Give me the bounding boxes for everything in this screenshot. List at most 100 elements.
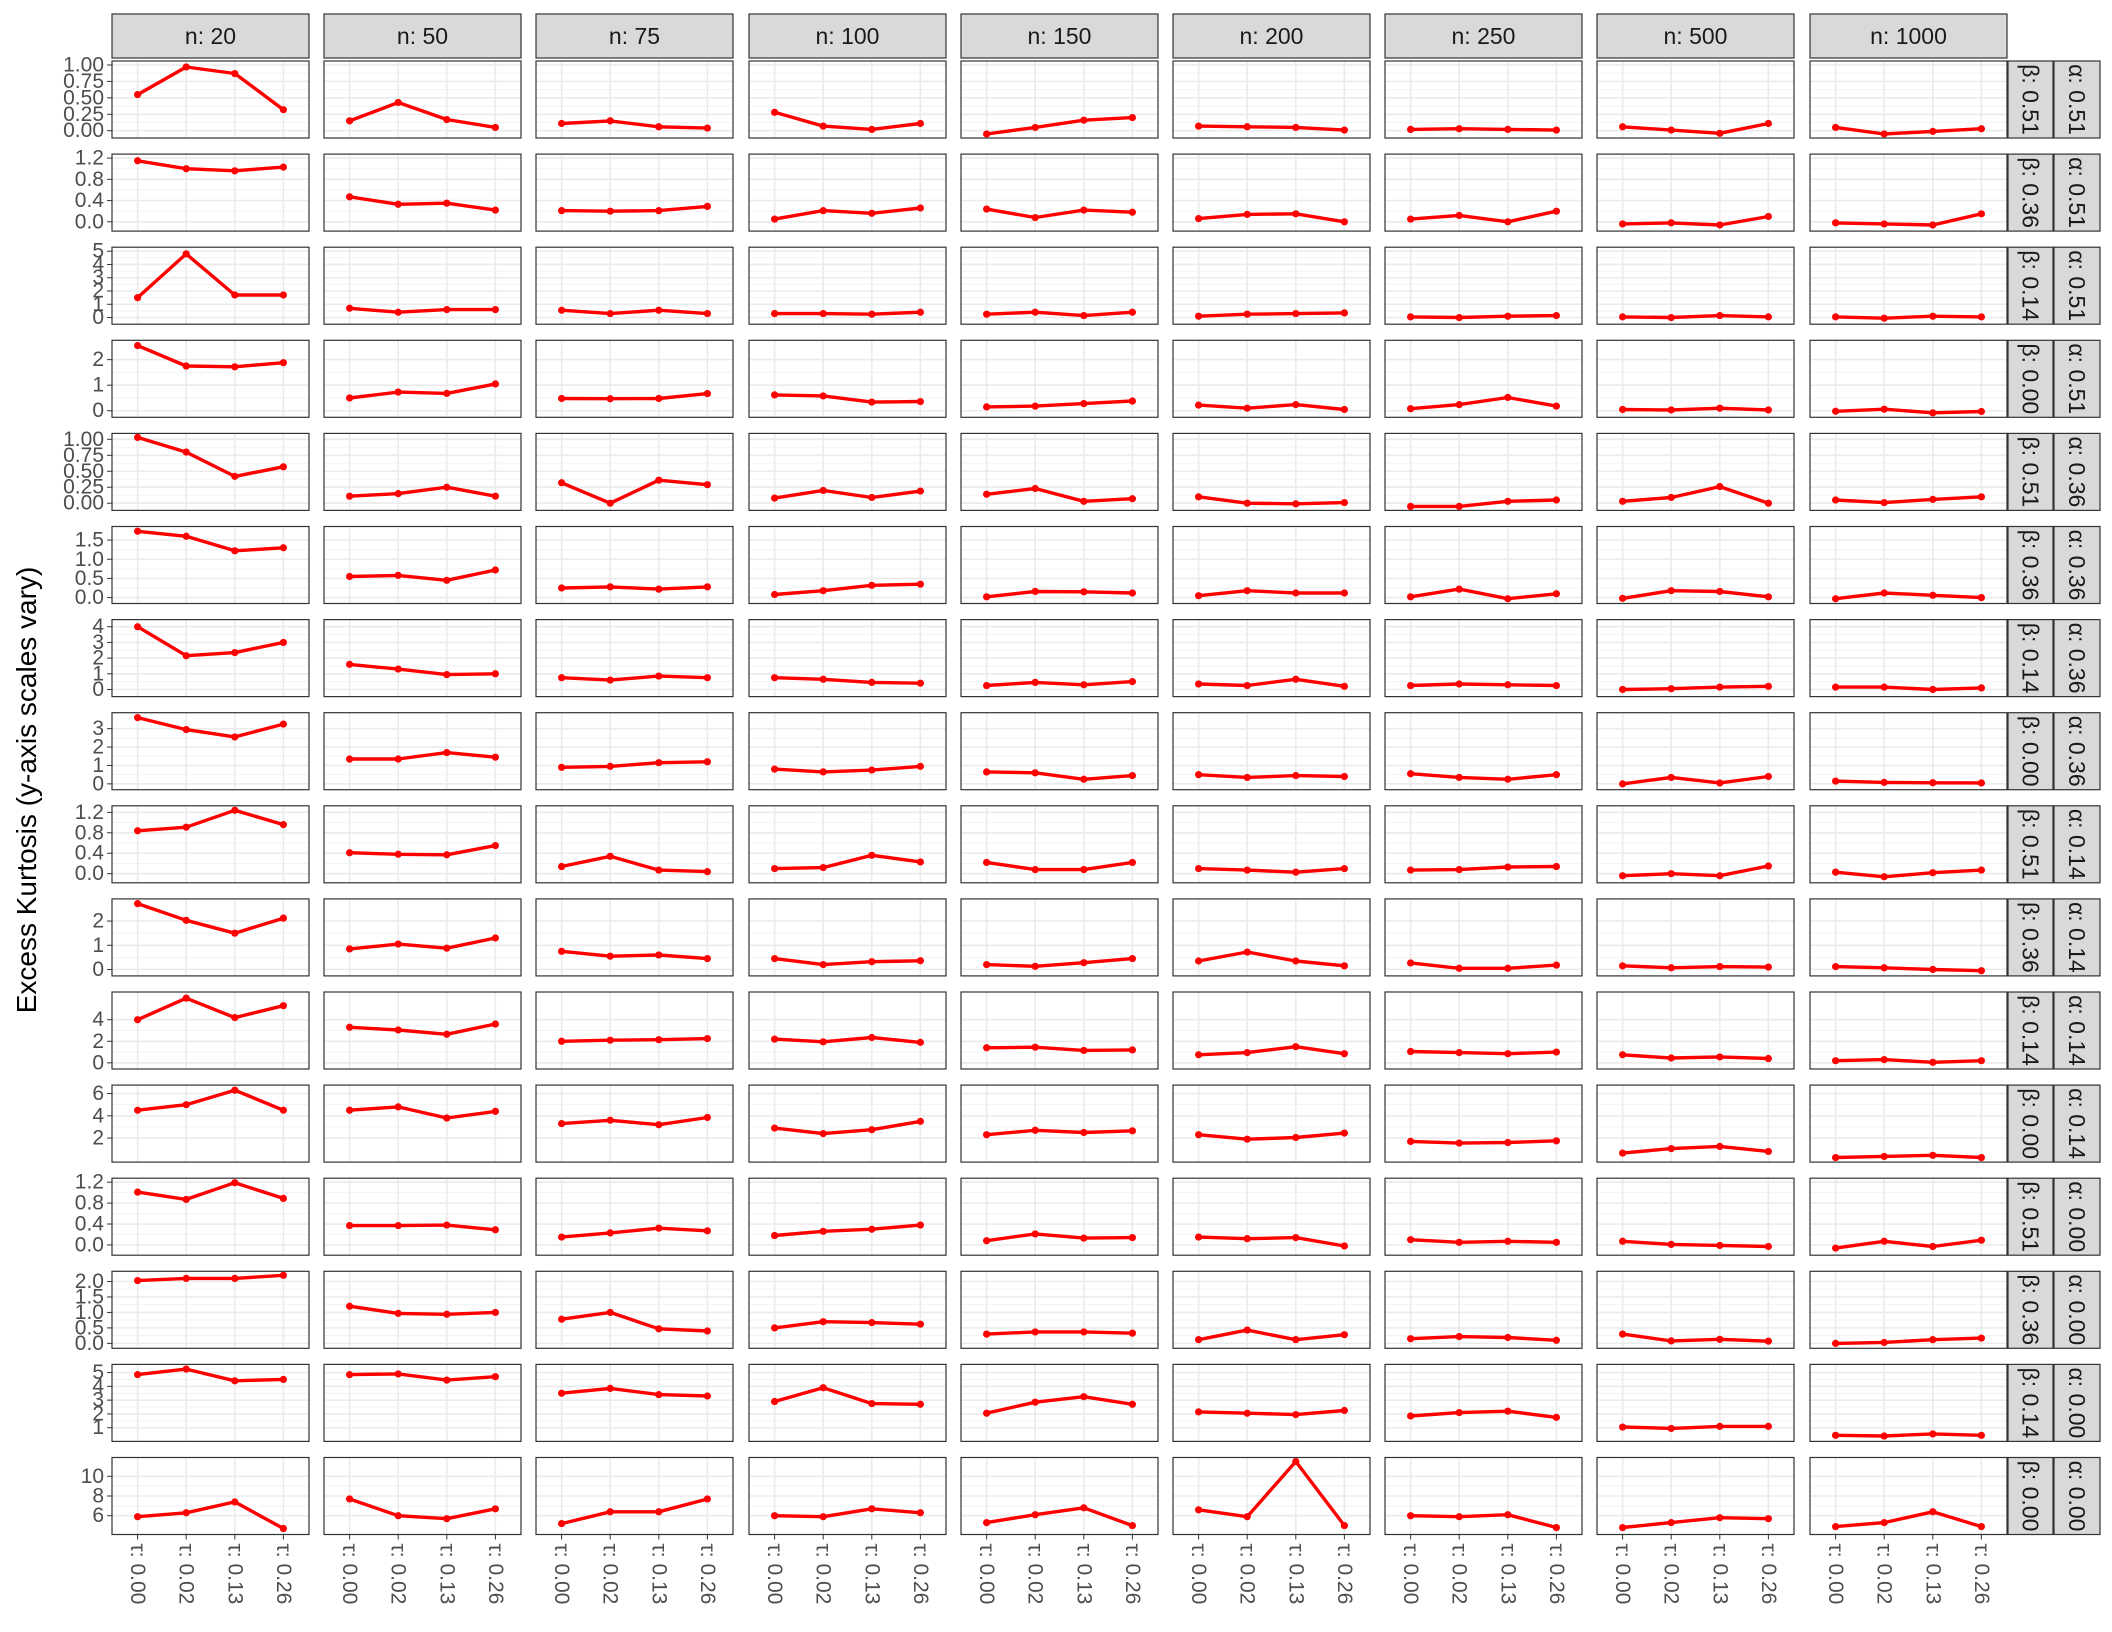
- panel-background: [1597, 805, 1794, 883]
- data-point: [819, 1038, 827, 1046]
- data-point: [1504, 1407, 1512, 1415]
- panel-border: [1172, 525, 1371, 605]
- panel-background: [749, 805, 946, 883]
- series-line: [1835, 964, 1982, 973]
- data-point: [1977, 1334, 1985, 1342]
- data-point: [771, 1324, 779, 1332]
- series-line: [774, 1507, 921, 1519]
- data-point: [1552, 311, 1560, 320]
- row-strip-alpha: [2053, 1270, 2101, 1349]
- data-point: [1128, 1234, 1136, 1242]
- data-point: [182, 63, 190, 71]
- data-point: [1619, 594, 1627, 602]
- data-point: [1619, 1330, 1627, 1338]
- panel-background: [112, 1364, 309, 1442]
- series-line: [1835, 1153, 1982, 1160]
- data-point: [868, 1126, 876, 1134]
- data-point: [558, 1233, 566, 1241]
- data-point: [1504, 775, 1512, 783]
- y-tick-label: 1.0: [75, 548, 104, 571]
- data-point: [916, 204, 924, 212]
- panel-border: [1384, 898, 1583, 977]
- data-point: [558, 763, 566, 771]
- series-line: [1622, 1144, 1769, 1155]
- row-strip-alpha: [2053, 246, 2101, 325]
- facet-panel: [323, 1363, 522, 1443]
- data-point: [558, 394, 566, 403]
- data-point: [1977, 1153, 1985, 1162]
- panel-border: [1809, 1177, 2008, 1256]
- series-line: [561, 1036, 708, 1043]
- row-strip-alpha: [2053, 1456, 2101, 1536]
- facet-panel: [748, 712, 947, 791]
- x-tick-label: τ: 0.26: [1333, 1544, 1356, 1605]
- data-point: [1764, 593, 1772, 601]
- facet-panel: [535, 1363, 734, 1443]
- data-point: [1195, 312, 1203, 320]
- y-tick-label: 0.5: [75, 567, 104, 590]
- facet-panel: [1809, 1456, 2008, 1536]
- facet-panel: [960, 246, 1159, 325]
- y-tick-label: 0.8: [75, 1192, 104, 1215]
- series-line: [561, 1310, 708, 1333]
- x-tick-label: τ: 0.02: [1448, 1544, 1471, 1605]
- data-point: [983, 1237, 991, 1245]
- data-point: [1880, 1432, 1888, 1440]
- panel-border: [111, 712, 310, 791]
- panel-background: [1385, 247, 1582, 325]
- panel-border: [1809, 432, 2008, 511]
- facet-panel: [111, 246, 310, 325]
- row-strip-beta: [2007, 246, 2054, 325]
- data-point: [1340, 772, 1348, 781]
- data-point: [1031, 1398, 1039, 1406]
- data-point: [1195, 1233, 1203, 1241]
- series-line: [137, 1088, 285, 1112]
- data-point: [1243, 948, 1251, 956]
- series-line: [349, 1304, 496, 1317]
- data-point: [1929, 1430, 1937, 1438]
- data-point: [346, 945, 354, 953]
- data-point: [1832, 962, 1840, 971]
- data-point: [771, 108, 779, 116]
- panel-border: [535, 1363, 734, 1443]
- data-point: [1880, 1338, 1888, 1347]
- row-strip-beta-label: β: 0.51: [2018, 809, 2044, 880]
- series-line: [349, 843, 496, 857]
- data-point: [819, 207, 827, 215]
- row-strip-beta-label: β: 0.51: [2018, 64, 2044, 135]
- data-point: [1243, 1135, 1251, 1143]
- data-point: [1977, 1431, 1985, 1439]
- data-point: [1552, 1238, 1560, 1246]
- series-line: [774, 1119, 921, 1136]
- panel-border: [1596, 339, 1795, 418]
- panel-border: [748, 1270, 947, 1349]
- panel-background: [536, 1178, 733, 1256]
- series-line: [986, 1045, 1133, 1053]
- data-point: [983, 205, 991, 213]
- data-point: [346, 849, 354, 857]
- data-point: [868, 125, 876, 133]
- data-point: [1880, 498, 1888, 507]
- data-point: [1667, 1145, 1675, 1153]
- series-line: [137, 529, 284, 553]
- facet-panel: [1596, 805, 1795, 884]
- y-tick-label: 1.0: [75, 1301, 104, 1324]
- data-point: [1880, 1056, 1888, 1064]
- data-point: [655, 1224, 663, 1232]
- row-strip-beta: [2007, 712, 2054, 791]
- facet-panel: [748, 1363, 947, 1443]
- series-line: [348, 100, 496, 130]
- series-line: [1410, 682, 1557, 688]
- data-point: [1832, 407, 1840, 415]
- x-tick-label: τ: 0.26: [1121, 1544, 1144, 1605]
- data-point: [1619, 497, 1627, 505]
- series-line: [561, 119, 708, 130]
- series-line: [1410, 126, 1557, 132]
- y-tick-label: 0.5: [75, 1316, 104, 1339]
- x-tick-label: τ: 0.00: [1399, 1544, 1422, 1605]
- panel-border: [535, 805, 734, 884]
- data-point: [394, 1221, 402, 1230]
- facet-panel: [323, 618, 522, 698]
- row-strip-alpha-label: α: 0.36: [2064, 623, 2090, 694]
- facet-panel: [960, 1177, 1159, 1256]
